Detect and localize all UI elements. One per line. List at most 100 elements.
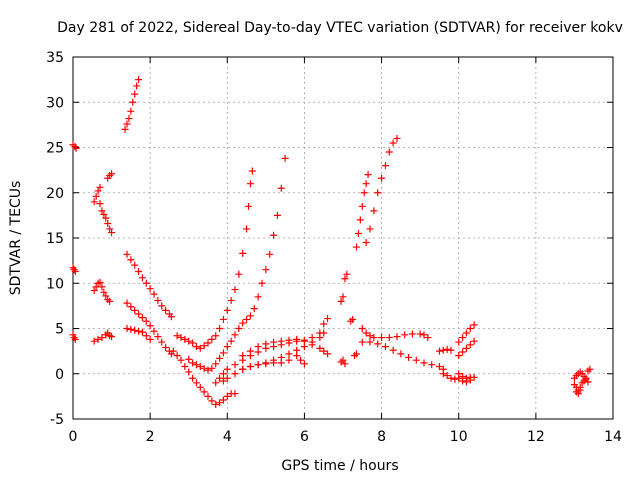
data-point (212, 379, 220, 387)
data-point (185, 368, 193, 376)
data-point (192, 379, 200, 387)
data-point (443, 345, 451, 353)
series-s3 (69, 331, 79, 343)
data-point (370, 334, 378, 342)
data-point (576, 386, 584, 394)
data-point (462, 378, 470, 386)
data-point (378, 334, 386, 342)
series-s30 (455, 337, 478, 360)
data-point (192, 343, 200, 351)
data-point (254, 343, 262, 351)
data-point (216, 354, 224, 362)
series-s28 (439, 370, 459, 383)
y-tick-label: -5 (50, 412, 64, 428)
series-s15 (212, 315, 332, 387)
data-point (127, 325, 135, 333)
data-point (231, 331, 239, 339)
data-point (250, 305, 258, 313)
data-point (300, 337, 308, 345)
data-point (439, 346, 447, 354)
data-point (219, 370, 227, 378)
data-point (358, 338, 366, 346)
x-tick-label: 4 (223, 429, 232, 445)
data-point (270, 359, 278, 367)
data-point (70, 266, 78, 274)
data-point (98, 283, 106, 291)
y-tick-label: 10 (46, 276, 64, 292)
data-point (339, 293, 347, 301)
data-point (362, 180, 370, 188)
data-point (362, 329, 370, 337)
y-axis-label: SDTVAR / TECUs (8, 181, 24, 296)
data-point (273, 211, 281, 219)
data-point (181, 335, 189, 343)
y-tick-label: 35 (46, 50, 64, 66)
x-tick-label: 0 (69, 429, 78, 445)
data-point (125, 115, 133, 123)
data-point (142, 332, 150, 340)
series-s13 (169, 347, 239, 409)
data-point (192, 361, 200, 369)
data-point (212, 360, 220, 368)
data-point (320, 329, 328, 337)
data-point (123, 325, 131, 332)
series-s14 (185, 154, 289, 374)
data-point (293, 352, 301, 360)
data-point (158, 302, 166, 310)
data-point (366, 332, 374, 340)
x-tick-label: 8 (377, 429, 386, 445)
data-point (324, 350, 332, 358)
data-point (200, 388, 208, 396)
data-point (121, 125, 129, 133)
data-point (455, 338, 463, 346)
data-point (308, 341, 316, 349)
data-point (447, 374, 455, 382)
series-s1 (69, 141, 80, 152)
data-point (106, 225, 114, 233)
series-s20 (337, 270, 351, 305)
y-tick-label: 20 (46, 186, 64, 202)
data-point (235, 270, 243, 278)
data-point (189, 359, 197, 367)
data-point (374, 189, 382, 197)
data-point (381, 162, 389, 170)
data-point (358, 202, 366, 210)
data-point (266, 250, 274, 258)
data-point (71, 335, 79, 343)
data-point (108, 333, 116, 341)
data-point (324, 315, 332, 323)
data-point (227, 296, 235, 304)
data-point (181, 363, 189, 371)
data-point (189, 374, 197, 382)
data-point (123, 299, 131, 307)
series-s19 (337, 356, 349, 368)
data-point (96, 183, 104, 191)
data-point (196, 383, 204, 391)
data-point (196, 363, 204, 371)
data-point (428, 361, 436, 369)
series-s17 (239, 335, 332, 360)
data-point (169, 347, 177, 355)
data-point (424, 334, 432, 342)
data-marks (69, 76, 594, 409)
data-point (401, 331, 409, 339)
data-point (466, 325, 474, 332)
data-point (285, 336, 293, 344)
series-s23 (353, 171, 372, 251)
data-point (246, 180, 254, 188)
series-s7 (90, 329, 116, 345)
data-point (316, 334, 324, 342)
data-point (470, 373, 478, 381)
data-point (258, 279, 266, 287)
data-point (270, 338, 278, 346)
series-s27 (435, 345, 455, 355)
data-point (108, 170, 116, 178)
data-point (167, 313, 175, 321)
data-point (231, 286, 239, 294)
data-point (360, 189, 368, 197)
data-point (285, 350, 293, 358)
axis-ticks (72, 56, 614, 420)
data-point (90, 337, 98, 345)
data-point (420, 359, 428, 367)
